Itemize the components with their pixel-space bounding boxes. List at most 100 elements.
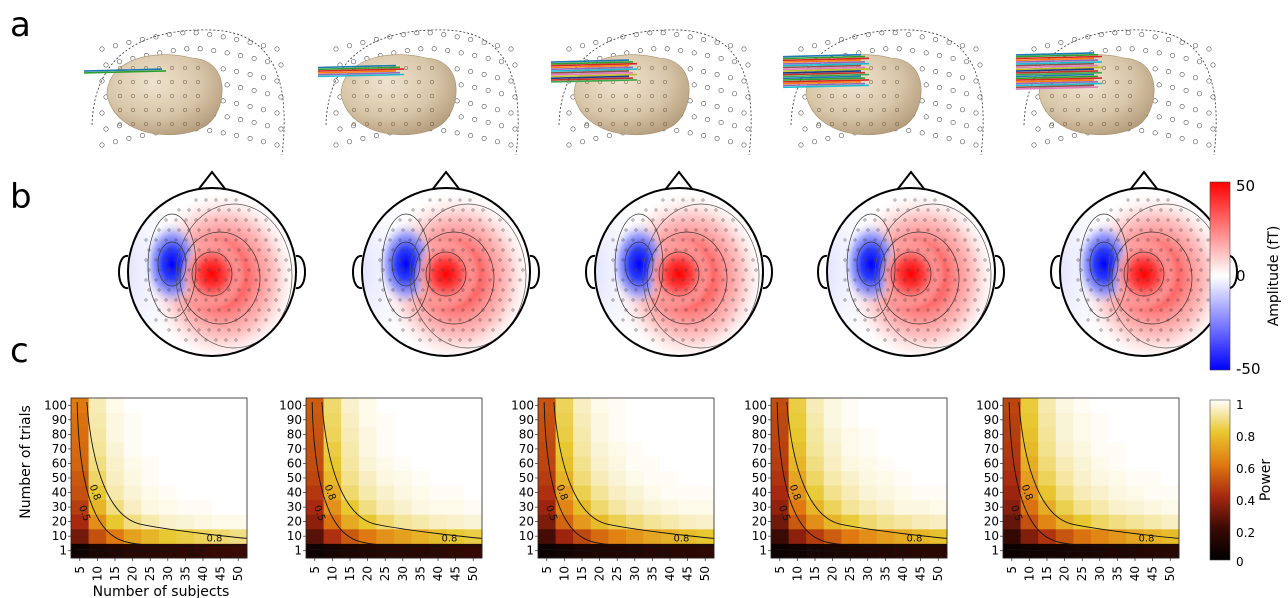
heatmap-cell: [446, 427, 465, 443]
sensor-dot: [973, 298, 977, 302]
sensor-dot: [662, 121, 668, 127]
sensor-dot: [1116, 338, 1120, 342]
positive-field-pole: [1110, 238, 1178, 310]
sensor-dot: [936, 228, 940, 232]
sensor-dot: [660, 30, 666, 36]
sensor-dot: [1089, 268, 1093, 272]
sensor-dot: [1199, 248, 1203, 252]
sensor-dot: [1126, 278, 1130, 282]
sensor-dot: [671, 298, 675, 302]
dipole-trace: [83, 68, 163, 72]
sensor-dot: [1176, 298, 1180, 302]
sensor-dot: [431, 208, 435, 212]
heatmap-cell: [678, 543, 697, 559]
sensor-dot: [144, 258, 148, 262]
dipole-trace: [550, 68, 638, 72]
y-tick-label: 100: [511, 398, 534, 412]
sensor-dot: [488, 298, 492, 302]
heatmap-cell: [1020, 514, 1039, 530]
sensor-dot: [448, 338, 452, 342]
dipole-trace: [550, 70, 630, 74]
sensor-dot: [428, 278, 432, 282]
sensor-dot: [916, 308, 920, 312]
x-tick-label: 50: [1163, 566, 1177, 581]
heatmap-cell: [555, 412, 574, 428]
sensor-dot: [906, 248, 910, 252]
heatmap-cell: [1038, 441, 1057, 457]
x-tick-label: 45: [681, 566, 695, 581]
sensor-dot: [943, 258, 947, 262]
heatmap-cell: [555, 528, 574, 544]
heatmap-cell: [376, 456, 395, 472]
sensor-dot: [274, 238, 278, 242]
heatmap-cell: [538, 543, 556, 559]
heatmap-cell: [1091, 543, 1109, 559]
heatmap-cell: [1143, 470, 1162, 486]
heatmap-cell: [608, 398, 627, 413]
sensor-dot: [471, 268, 475, 272]
heatmap-cell: [929, 485, 948, 501]
heatmap-cell: [555, 427, 574, 443]
sensor-dot: [1114, 93, 1120, 99]
sensor-dot: [1169, 268, 1173, 272]
sensor-dot: [1149, 308, 1153, 312]
sensor-dot: [868, 107, 874, 113]
sensor-dot: [1129, 308, 1133, 312]
heatmap-cell: [590, 528, 609, 544]
topomaps-row: [118, 170, 1238, 357]
sensor-dot: [694, 208, 698, 212]
sensor-dot: [714, 268, 718, 272]
dipole-trace: [1015, 73, 1095, 78]
sensor-dot: [416, 121, 422, 127]
sensor-dot: [511, 308, 515, 312]
sensor-dot: [1096, 278, 1100, 282]
heatmap-cell: [394, 528, 412, 544]
sensor-dot: [508, 258, 512, 262]
heatmap-cell: [911, 528, 930, 544]
sensor-dot: [943, 298, 947, 302]
x-tick-label: 25: [143, 566, 157, 581]
y-tick-label: 40: [984, 486, 999, 500]
sensor-dot: [117, 79, 123, 85]
heatmap-cell: [841, 427, 860, 443]
heatmap-cell: [823, 485, 842, 501]
heatmap-cell: [376, 528, 395, 544]
contour-line: [309, 548, 412, 552]
y-tick-label: 50: [752, 471, 767, 485]
heatmap-cell: [71, 485, 89, 501]
sensor-dot: [224, 298, 228, 302]
sensor-dot: [704, 208, 708, 212]
y-tick-label: 90: [287, 413, 302, 427]
sensor-dot: [651, 318, 655, 322]
sensor-dot: [976, 308, 980, 312]
sensor-dot: [903, 238, 907, 242]
sensor-dot: [454, 130, 460, 136]
sensor-dot: [691, 218, 695, 222]
sensor-dot: [959, 75, 965, 81]
sensor-dot: [164, 278, 168, 282]
right-ear-shape: [994, 255, 1005, 289]
sensor-dot: [350, 59, 356, 65]
sensor-dot: [1159, 268, 1163, 272]
sensor-dot: [491, 228, 495, 232]
sensor-dot: [631, 218, 635, 222]
heatmap-cell: [626, 427, 644, 443]
heatmap-cell: [446, 514, 465, 530]
sensor-dot: [478, 258, 482, 262]
sensor-dot: [674, 268, 678, 272]
heatmap-cell: [911, 470, 930, 486]
sensor-dot: [621, 298, 625, 302]
sensor-dot: [946, 104, 952, 110]
sensor-dot: [1170, 117, 1176, 123]
sensor-dot: [511, 248, 515, 252]
dipole-trace: [1015, 70, 1099, 74]
sensor-dot: [1149, 268, 1153, 272]
heatmap-cell: [341, 499, 360, 515]
heatmap-cell: [1020, 543, 1039, 559]
sensor-dot: [207, 208, 211, 212]
heatmap-cell: [1126, 398, 1145, 413]
heatmap-cell: [573, 456, 592, 472]
sensor-dot: [408, 298, 412, 302]
sensor-dot: [157, 228, 161, 232]
sensor-dot: [1206, 278, 1210, 282]
